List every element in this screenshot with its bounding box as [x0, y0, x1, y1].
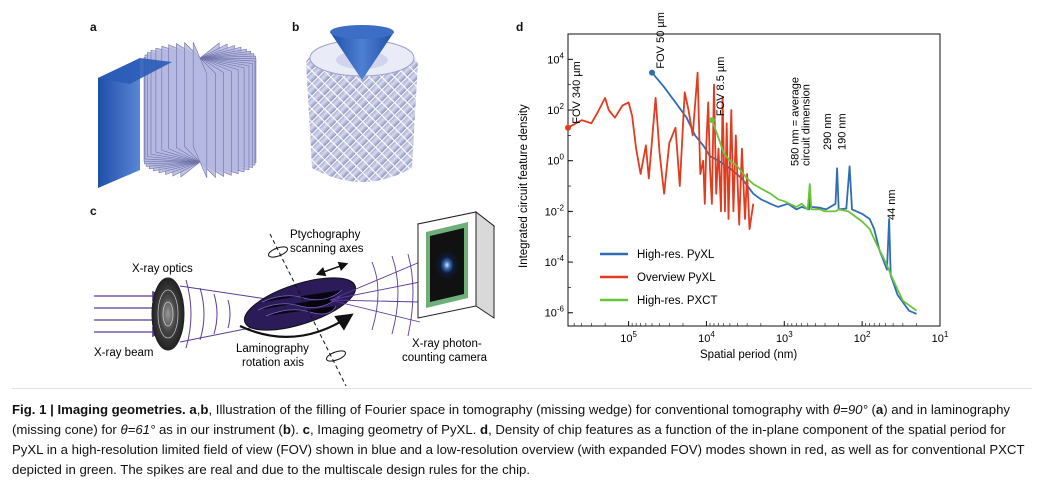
caption-ab-text: , Illustration of the filling of Fourier… [208, 402, 833, 417]
series-start-point-0 [649, 69, 656, 76]
label-xray-beam: X-ray beam [94, 347, 153, 359]
chart-legend: High-res. PyXL Overview PyXL High-res. PXC… [600, 249, 718, 307]
caption-a-ref: a [875, 402, 884, 417]
annotation-3-line-1: circuit dimension [801, 84, 813, 166]
annotation-5: 190 nm [836, 113, 848, 150]
y-tick-label: 104 [547, 51, 564, 66]
y-axis-label: Integrated circuit feature density [518, 104, 530, 268]
figure-caption: Fig. 1 | Imaging geometries. a,b, Illust… [12, 400, 1032, 480]
y-tick-label: 10-6 [545, 305, 565, 320]
y-tick-label: 100 [547, 153, 564, 168]
caption-theta-61: θ=61° [120, 422, 156, 437]
panel-label-d: d [516, 20, 524, 34]
x-tick-label: 104 [698, 330, 715, 345]
figure-canvas: X-ray optics X-ray beam Ptychography sca… [94, 12, 949, 387]
diffraction-pattern [435, 250, 459, 280]
caption-paren: ( [867, 402, 876, 417]
panel-label-b: b [292, 20, 300, 34]
annotation-0: FOV 340 µm [571, 61, 583, 124]
missing-wedge-illustration [98, 41, 257, 188]
label-ptychography-1: Ptychography [290, 229, 361, 241]
x-axis-label: Spatial period (nm) [700, 349, 797, 361]
label-laminography-1: Laminography [236, 343, 309, 355]
x-tick-label: 101 [932, 330, 949, 345]
annotation-4: 290 nm [822, 113, 834, 150]
caption-b-ref: b [282, 422, 291, 437]
feature-density-chart: 104 102 100 10-2 10-4 10-6 105 104 103 102 101 FO… [518, 12, 949, 361]
series-line-2 [711, 119, 918, 312]
label-ptychography-2: scanning axes [290, 243, 364, 255]
photon-counting-camera [416, 210, 496, 319]
pyxl-geometry-illustration: X-ray optics X-ray beam Ptychography sca… [94, 210, 496, 387]
fourier-plate [192, 42, 208, 178]
caption-theta-90: θ=90° [832, 402, 868, 417]
annotation-3-line-0: 580 nm = average [790, 77, 802, 166]
legend-label-0: High-res. PyXL [637, 249, 715, 261]
wedge-shape [98, 58, 140, 188]
label-laminography-2: rotation axis [242, 357, 304, 369]
caption-b-text: as in our instrument ( [155, 422, 283, 437]
caption-a-close: ) and in laminography (missing cone) for [12, 402, 1011, 437]
caption-c-label: c [302, 422, 310, 437]
annotation-6: 44 nm [886, 189, 898, 220]
y-tick-label: 102 [547, 102, 564, 117]
x-tick-label: 102 [854, 330, 871, 345]
legend-label-2: High-res. PXCT [637, 295, 718, 307]
panel-label-a: a [90, 20, 97, 34]
caption-c-text: , Imaging geometry of PyXL. [309, 422, 481, 437]
annotation-1: FOV 50 µm [655, 12, 667, 68]
series-start-point-2 [708, 117, 715, 124]
cone-shape [330, 32, 394, 80]
caption-b-close: ). [290, 422, 303, 437]
caption-fig-label: Fig. 1 | Imaging geometries. [12, 402, 186, 417]
series-start-point-1 [565, 124, 571, 131]
caption-a-label: a [189, 402, 197, 417]
label-camera-1: X-ray photon- [412, 338, 482, 350]
caption-ab-sep: , [196, 402, 201, 417]
series-line-1 [567, 71, 755, 230]
xray-optics-zone-plate [151, 277, 185, 351]
panel-label-c: c [90, 204, 97, 218]
caption-d-text: , Density of chip features as a function… [12, 422, 1025, 477]
caption-divider [12, 388, 1032, 389]
y-tick-label: 10-4 [545, 254, 565, 269]
label-camera-2: counting camera [402, 352, 488, 364]
legend-label-1: Overview PyXL [637, 272, 716, 284]
y-tick-label: 10-2 [545, 203, 565, 218]
missing-cone-illustration [306, 25, 418, 182]
x-tick-label: 105 [620, 330, 637, 345]
label-xray-optics: X-ray optics [132, 263, 193, 275]
caption-b-label: b [200, 402, 209, 417]
caption-d-label: d [480, 422, 489, 437]
x-tick-label: 103 [776, 330, 793, 345]
annotation-2: FOV 8.5 µm [715, 57, 727, 117]
plot-frame [567, 33, 941, 327]
